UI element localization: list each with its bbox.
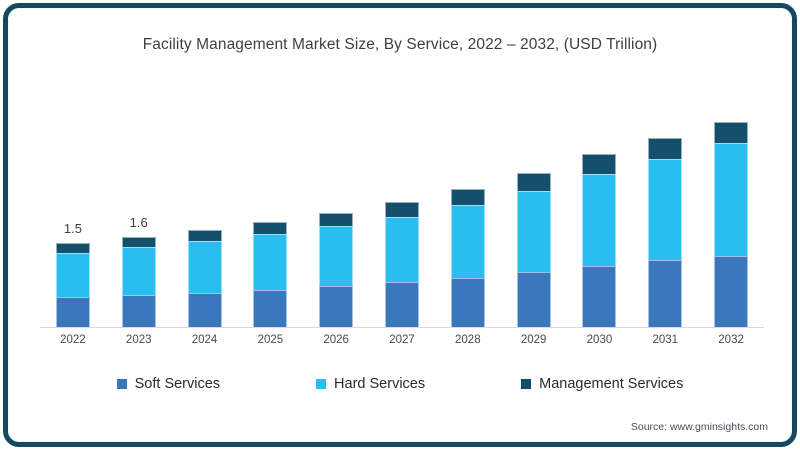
bar-segment-hard-services[interactable] xyxy=(55,252,90,298)
legend-swatch-icon xyxy=(116,379,127,389)
bar-segment-hard-services[interactable] xyxy=(648,159,683,260)
legend-swatch-icon xyxy=(521,379,532,389)
x-axis-label-2024: 2024 xyxy=(191,334,218,346)
bar-segment-management-services[interactable] xyxy=(582,153,617,175)
bar-segment-management-services[interactable] xyxy=(253,222,288,235)
x-axis-label-2027: 2027 xyxy=(389,334,415,346)
x-axis-label-2030: 2030 xyxy=(586,334,613,346)
x-axis-tick-labels: 2022 2023 2024 2025 2026 2027 2028 2029 2030 2031… xyxy=(40,334,764,354)
bar-segment-hard-services[interactable] xyxy=(319,226,354,287)
bar-segment-management-services[interactable] xyxy=(187,229,222,241)
bar-group[interactable] xyxy=(516,173,551,327)
bar-segment-hard-services[interactable] xyxy=(121,246,156,296)
legend-item-hard-services[interactable]: Hard Services xyxy=(316,376,425,392)
x-axis-label-2031: 2031 xyxy=(652,334,679,346)
bar-segment-management-services[interactable] xyxy=(55,243,90,253)
bar-segment-hard-services[interactable] xyxy=(516,190,551,273)
bar-segment-hard-services[interactable] xyxy=(253,234,288,291)
bar-segment-management-services[interactable] xyxy=(516,173,551,191)
bar-segment-hard-services[interactable] xyxy=(187,240,222,293)
legend-swatch-icon xyxy=(316,379,327,389)
bar-group[interactable]: 1.6 xyxy=(121,215,156,327)
x-axis-label-2022: 2022 xyxy=(60,334,86,346)
bar-segment-management-services[interactable] xyxy=(121,236,156,247)
bar-segment-soft-services[interactable] xyxy=(55,297,90,327)
legend-item-management-services[interactable]: Management Services xyxy=(521,376,683,392)
bar-group[interactable] xyxy=(450,188,485,327)
bar-segment-management-services[interactable] xyxy=(714,122,749,143)
bar-segment-soft-services[interactable] xyxy=(187,292,222,327)
x-axis-label-2029: 2029 xyxy=(520,334,547,346)
bar-segment-soft-services[interactable] xyxy=(450,278,485,327)
bar-group[interactable]: 1.5 xyxy=(55,221,90,327)
bar-group[interactable] xyxy=(319,213,354,327)
bar-group[interactable] xyxy=(648,137,683,327)
bar-segment-soft-services[interactable] xyxy=(253,290,288,327)
legend-label: Management Services xyxy=(539,376,684,392)
legend-item-soft-services[interactable]: Soft Services xyxy=(116,376,221,392)
bar-group[interactable] xyxy=(187,229,222,327)
bar-value-label: 1.6 xyxy=(129,214,148,230)
page-title: Facility Management Market Size, By Serv… xyxy=(142,36,658,53)
x-axis-label-2032: 2032 xyxy=(718,334,744,346)
bar-segment-hard-services[interactable] xyxy=(450,205,485,279)
bar-segment-soft-services[interactable] xyxy=(582,265,617,327)
bar-group[interactable] xyxy=(582,153,617,327)
bar-series-container: 1.5 1.6 xyxy=(40,80,764,327)
bar-segment-hard-services[interactable] xyxy=(714,142,749,256)
x-axis-label-2023: 2023 xyxy=(125,334,152,346)
x-axis-line xyxy=(40,327,764,328)
bar-segment-soft-services[interactable] xyxy=(121,295,156,327)
bar-segment-hard-services[interactable] xyxy=(385,217,419,283)
source-attribution: Source: www.gminsights.com xyxy=(630,421,768,433)
bar-segment-management-services[interactable] xyxy=(450,188,485,206)
bar-group[interactable] xyxy=(714,122,749,327)
bar-segment-management-services[interactable] xyxy=(385,202,419,218)
x-axis-label-2028: 2028 xyxy=(455,334,481,346)
bar-segment-soft-services[interactable] xyxy=(714,255,749,327)
bar-value-label: 1.5 xyxy=(63,221,82,237)
bar-segment-soft-services[interactable] xyxy=(385,282,419,327)
bar-segment-hard-services[interactable] xyxy=(582,174,617,266)
bar-segment-management-services[interactable] xyxy=(648,137,683,160)
bar-segment-soft-services[interactable] xyxy=(319,286,354,327)
bar-segment-soft-services[interactable] xyxy=(516,272,551,327)
legend-label: Soft Services xyxy=(134,376,221,392)
bar-segment-management-services[interactable] xyxy=(319,213,354,227)
x-axis-label-2026: 2026 xyxy=(323,334,349,346)
bar-segment-soft-services[interactable] xyxy=(648,259,683,327)
x-axis-label-2025: 2025 xyxy=(257,334,284,346)
chart-legend: Soft Services Hard Services Management Ser… xyxy=(0,376,800,392)
legend-label: Hard Services xyxy=(334,376,426,392)
bar-group[interactable] xyxy=(253,222,288,327)
bar-group[interactable] xyxy=(385,202,419,327)
